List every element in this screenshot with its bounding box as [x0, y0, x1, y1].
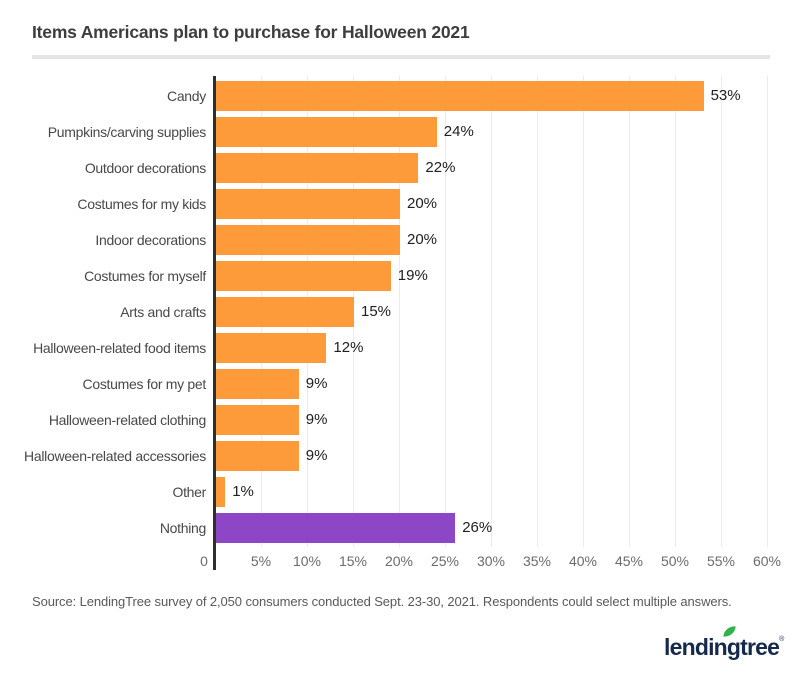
- x-tick-label: 10%: [292, 553, 322, 569]
- gridline: [399, 76, 400, 547]
- lendingtree-logo: lendingtree®: [664, 626, 785, 674]
- value-label: 12%: [333, 339, 364, 356]
- x-tick-label: 0: [200, 553, 208, 569]
- value-label: 15%: [361, 303, 392, 320]
- gridline: [445, 76, 446, 547]
- x-tick-label: 5%: [250, 553, 272, 569]
- chart-bar: [216, 153, 419, 183]
- category-label: Candy: [167, 88, 206, 104]
- category-label: Halloween-related food items: [33, 340, 206, 356]
- chart-bar: [216, 333, 327, 363]
- registered-mark-icon: ®: [779, 636, 785, 643]
- category-label: Halloween-related accessories: [24, 448, 206, 464]
- gridline: [491, 76, 492, 547]
- logo-wordmark: lendingtree: [664, 634, 780, 660]
- value-label: 1%: [232, 483, 254, 500]
- x-tick-label: 45%: [614, 553, 644, 569]
- category-label: Indoor decorations: [95, 232, 206, 248]
- value-label: 19%: [397, 267, 428, 284]
- category-label: Pumpkins/carving supplies: [47, 124, 207, 140]
- value-label: 26%: [462, 519, 493, 536]
- gridline: [675, 76, 676, 547]
- gridline: [537, 76, 538, 547]
- x-tick-label: 50%: [660, 553, 690, 569]
- value-label: 9%: [305, 375, 328, 392]
- title-divider: [32, 55, 770, 59]
- x-tick-label: 55%: [706, 553, 736, 569]
- bar-chart: Candy 53% Pumpkins/carving supplies 24% Outd…: [0, 76, 800, 570]
- category-label: Costumes for my pet: [82, 376, 207, 392]
- value-label: 9%: [305, 447, 328, 464]
- chart-bar: [216, 369, 299, 399]
- y-axis-line: [213, 76, 216, 570]
- x-tick-label: 40%: [568, 553, 598, 569]
- category-label: Outdoor decorations: [84, 160, 206, 176]
- chart-bar: [216, 225, 400, 255]
- chart-bar: [216, 477, 226, 507]
- chart-title: Items Americans plan to purchase for Hal…: [32, 22, 470, 42]
- value-label: 53%: [710, 87, 741, 104]
- chart-bar: [216, 405, 299, 435]
- chart-bar: [216, 261, 391, 291]
- x-tick-label: 20%: [384, 553, 414, 569]
- gridline: [583, 76, 584, 547]
- gridline: [721, 76, 722, 547]
- gridline: [767, 76, 768, 547]
- chart-bar: [216, 81, 704, 111]
- leaf-icon: [723, 626, 736, 637]
- x-tick-label: 60%: [752, 553, 782, 569]
- x-tick-label: 15%: [338, 553, 368, 569]
- value-label: 20%: [407, 231, 438, 248]
- x-tick-label: 25%: [430, 553, 460, 569]
- chart-bar: [216, 117, 437, 147]
- chart-bar: [216, 297, 354, 327]
- category-label: Costumes for myself: [84, 268, 206, 284]
- gridline: [629, 76, 630, 547]
- value-label: 24%: [443, 123, 474, 140]
- source-note: Source: LendingTree survey of 2,050 cons…: [32, 594, 732, 609]
- value-label: 20%: [407, 195, 438, 212]
- category-label: Other: [172, 484, 206, 500]
- x-tick-label: 30%: [476, 553, 506, 569]
- value-label: 22%: [425, 159, 456, 176]
- chart-bar: [216, 441, 299, 471]
- chart-bar: [216, 189, 400, 219]
- category-label: Nothing: [159, 520, 206, 536]
- category-label: Halloween-related clothing: [48, 412, 206, 428]
- category-label: Arts and crafts: [120, 304, 206, 320]
- chart-bar: [216, 513, 456, 543]
- value-label: 9%: [305, 411, 328, 428]
- category-label: Costumes for my kids: [77, 196, 206, 212]
- x-tick-label: 35%: [522, 553, 552, 569]
